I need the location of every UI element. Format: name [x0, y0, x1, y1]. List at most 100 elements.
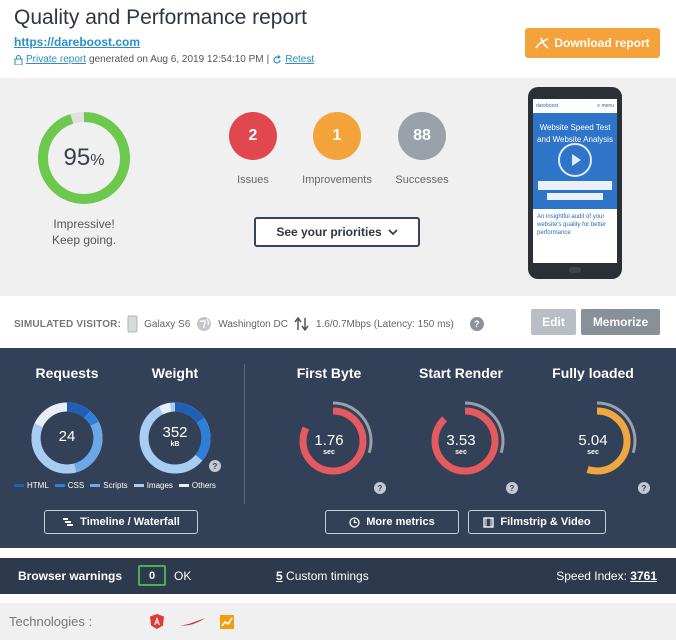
refresh-icon — [273, 54, 281, 64]
resource-legend: HTML CSS Scripts Images Others — [14, 481, 216, 490]
angular-icon[interactable] — [150, 614, 164, 629]
filmstrip-video-button[interactable]: Filmstrip & Video — [468, 510, 606, 534]
weight-donut — [139, 402, 211, 474]
requests-number: 24 — [58, 428, 76, 445]
start-render-help-icon[interactable]: ? — [506, 482, 518, 494]
improvements-label: Improvements — [302, 174, 372, 186]
warnings-bar: Browser warnings 0 OK 5 Custom timings S… — [0, 558, 676, 594]
gauge-outer-arc — [293, 401, 373, 481]
start-render-number: 3.53 — [446, 432, 476, 449]
meta-separator: | — [266, 54, 270, 65]
technologies-bar: Technologies : — [0, 603, 676, 640]
download-label: Download report — [554, 36, 650, 50]
help-icon[interactable]: ? — [469, 317, 484, 331]
start-render-value: 3.53 sec — [424, 432, 498, 456]
successes-count: 88 — [398, 112, 446, 160]
legend-css: CSS — [54, 481, 84, 490]
improvements-stat[interactable]: 1 Improvements — [297, 112, 377, 186]
fully-loaded-number: 5.04 — [578, 432, 608, 449]
browser-warnings-label: Browser warnings — [18, 569, 123, 583]
play-icon — [558, 143, 592, 177]
successes-label: Successes — [395, 174, 449, 186]
fully-loaded-help-icon[interactable]: ? — [638, 482, 650, 494]
timeline-label: Timeline / Waterfall — [80, 516, 180, 528]
visitor-location: Washington DC — [218, 318, 288, 330]
site-url-link[interactable]: https://dareboost.com — [14, 35, 141, 49]
legend-others: Others — [178, 481, 216, 490]
lock-icon — [14, 54, 23, 65]
issues-count: 2 — [229, 112, 277, 160]
weight-number: 352 — [162, 424, 188, 441]
metrics-divider — [244, 364, 245, 504]
phone-screen: dareboost ≡ menu Website Speed Test and … — [533, 99, 617, 263]
custom-timings-label: Custom timings — [286, 569, 369, 583]
clock-icon — [349, 516, 360, 528]
legend-html: HTML — [14, 481, 49, 490]
generated-text: generated on Aug 6, 2019 12:54:10 PM — [89, 54, 264, 65]
weight-title: Weight — [151, 365, 199, 381]
score-message-line1: Impressive! — [53, 217, 115, 231]
bandwidth-icon — [294, 317, 309, 331]
browser-warnings-count[interactable]: 0 — [138, 565, 166, 586]
gauge-value-arc — [431, 407, 499, 475]
weight-value: 352 kB — [138, 424, 212, 448]
phone-footer-text: An insightful audit of your website's qu… — [537, 214, 607, 236]
speed-index: Speed Index: 3761 — [556, 569, 657, 583]
phone-hero-text: Website Speed Test and Website Analysis — [537, 123, 613, 144]
issues-label: Issues — [237, 174, 269, 186]
score-number: 95 — [63, 144, 91, 171]
swoosh-icon[interactable] — [178, 617, 206, 627]
speed-index-value[interactable]: 3761 — [630, 569, 657, 583]
start-render-title: Start Render — [418, 365, 504, 381]
legend-scripts: Scripts — [90, 481, 128, 490]
memorize-button[interactable]: Memorize — [581, 309, 660, 335]
report-meta: Private report generated on Aug 6, 2019 … — [14, 54, 314, 65]
gauge-outer-arc — [425, 401, 505, 481]
simulated-visitor-bar: SIMULATED VISITOR: Galaxy S6 Washington … — [0, 296, 676, 348]
visitor-device: Galaxy S6 — [144, 318, 191, 330]
successes-stat[interactable]: 88 Successes — [382, 112, 462, 186]
edit-button[interactable]: Edit — [531, 309, 576, 335]
score-message: Impressive! Keep going. — [34, 216, 134, 248]
first-byte-unit: sec — [323, 449, 335, 456]
score-value: 95% — [36, 110, 132, 206]
fully-loaded-gauge — [557, 401, 637, 481]
first-byte-title: First Byte — [296, 365, 362, 381]
weight-unit: kB — [170, 441, 180, 448]
requests-value: 24 — [30, 428, 104, 445]
metrics-panel: Requests Weight 24 352 kB ? HTML CSS Scr… — [0, 348, 676, 548]
visitor-details: SIMULATED VISITOR: Galaxy S6 Washington … — [14, 315, 484, 333]
visitor-label: SIMULATED VISITOR: — [14, 318, 122, 330]
mobile-preview: dareboost ≡ menu Website Speed Test and … — [528, 87, 622, 279]
more-metrics-label: More metrics — [366, 516, 435, 528]
custom-timings[interactable]: 5 Custom timings — [276, 569, 369, 583]
pdf-icon — [535, 37, 549, 49]
requests-title: Requests — [35, 365, 99, 381]
start-render-unit: sec — [455, 449, 467, 456]
score-ring — [38, 112, 130, 204]
gauge-value-arc — [299, 407, 367, 475]
see-priorities-button[interactable]: See your priorities — [254, 217, 420, 247]
start-render-gauge — [425, 401, 505, 481]
gauge-outer-arc — [557, 401, 637, 481]
requests-donut — [31, 402, 103, 474]
phone-home-button — [569, 267, 581, 273]
weight-help-icon[interactable]: ? — [209, 460, 221, 472]
phone-brand: dareboost — [536, 103, 559, 109]
timeline-waterfall-button[interactable]: Timeline / Waterfall — [44, 510, 198, 534]
download-report-button[interactable]: Download report — [525, 28, 660, 58]
private-report-link[interactable]: Private report — [26, 54, 87, 65]
phone-start-button — [547, 193, 603, 200]
analytics-icon[interactable] — [220, 614, 234, 629]
retest-link[interactable]: Retest — [285, 54, 315, 65]
more-metrics-button[interactable]: More metrics — [325, 510, 459, 534]
technologies-label: Technologies : — [9, 614, 93, 629]
priorities-label: See your priorities — [276, 225, 382, 239]
technology-icons — [150, 614, 234, 629]
globe-icon — [197, 317, 212, 331]
issues-stat[interactable]: 2 Issues — [213, 112, 293, 186]
phone-topbar: dareboost ≡ menu — [533, 99, 617, 113]
first-byte-help-icon[interactable]: ? — [374, 482, 386, 494]
report-header: Quality and Performance report https://d… — [0, 0, 676, 78]
first-byte-value: 1.76 sec — [292, 432, 366, 456]
